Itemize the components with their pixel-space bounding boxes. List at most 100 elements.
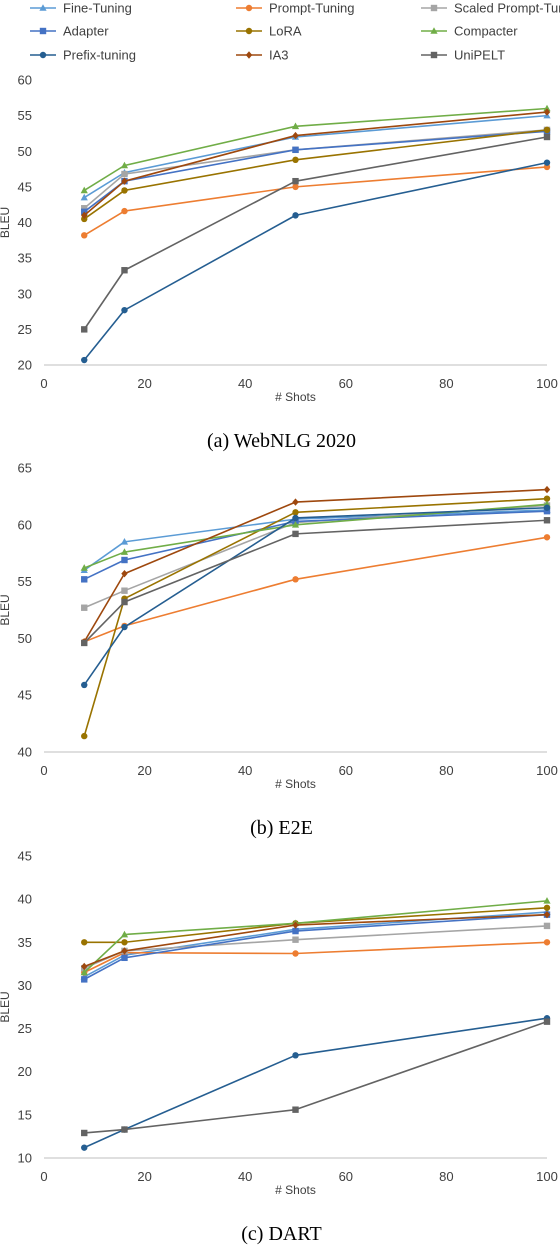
data-point (543, 104, 551, 112)
data-point (292, 183, 299, 191)
x-tick-label: 100 (536, 763, 558, 778)
series-prefix-tuning (81, 159, 551, 364)
legend-label: Fine-Tuning (63, 1, 132, 16)
data-point (292, 131, 299, 140)
series-line (83, 941, 548, 974)
data-point (120, 161, 129, 169)
y-tick-label: 50 (18, 631, 32, 646)
data-point (81, 939, 88, 946)
data-point (292, 156, 299, 163)
data-point (121, 954, 128, 962)
data-point (543, 495, 551, 502)
x-tick-label: 20 (137, 1169, 151, 1184)
series-line (83, 107, 548, 192)
series-line (83, 913, 548, 981)
figure-caption: (a) WebNLG 2020 (207, 430, 356, 452)
legend-marker (430, 51, 438, 59)
data-point (121, 267, 128, 274)
data-point (81, 232, 88, 239)
series-prefix-tuning (81, 1015, 551, 1151)
data-point (292, 498, 299, 506)
y-axis-label: BLEU (0, 594, 12, 625)
data-point (80, 186, 88, 194)
data-point (81, 639, 88, 647)
legend-marker (39, 27, 47, 35)
series-line (83, 925, 548, 969)
series-compacter (80, 104, 551, 194)
data-point (543, 485, 551, 494)
data-point (292, 1106, 299, 1113)
data-point (120, 548, 129, 555)
x-tick-label: 80 (439, 376, 453, 391)
data-point (80, 968, 88, 976)
legend-label: LoRA (269, 24, 302, 39)
legend-marker (245, 27, 253, 35)
data-point (292, 212, 299, 219)
figure-caption: (c) DART (241, 1223, 321, 1245)
data-point (543, 904, 551, 911)
x-tick-label: 0 (40, 763, 47, 778)
y-axis-label: BLEU (0, 207, 12, 238)
x-axis-label: # Shots (275, 777, 316, 791)
data-point (543, 517, 551, 524)
series-prompt-tuning (81, 163, 551, 239)
data-point (543, 133, 551, 141)
legend-marker (430, 27, 438, 34)
data-point (543, 507, 551, 515)
series-line (83, 911, 548, 978)
data-point (292, 927, 299, 935)
data-point (81, 211, 88, 220)
data-point (121, 598, 128, 606)
data-point (81, 326, 88, 333)
y-tick-label: 60 (18, 517, 32, 532)
x-tick-label: 100 (536, 1169, 558, 1184)
x-tick-label: 40 (238, 763, 252, 778)
series-ia3 (81, 485, 551, 646)
series-line (83, 497, 548, 737)
data-point (543, 534, 551, 541)
legend-marker (39, 4, 47, 11)
series-compacter (80, 897, 551, 976)
data-point (121, 623, 128, 631)
legend-marker (245, 4, 253, 12)
chart-panel-webnlg: 20 25 30 35 40 45 50 55 60 0 20 40 60 80 100 # Shots BLE… (0, 73, 558, 453)
legend-label: IA3 (269, 48, 289, 63)
data-point (292, 1052, 299, 1059)
data-point (292, 921, 299, 929)
data-point (81, 604, 88, 611)
y-tick-label: 40 (18, 215, 32, 230)
data-point (543, 126, 551, 134)
data-point (121, 939, 128, 946)
y-tick-label: 40 (18, 745, 32, 760)
y-tick-label: 45 (18, 179, 32, 194)
series-ia3 (81, 108, 551, 220)
series-line (83, 114, 548, 199)
legend-item-adapter: Adapter (30, 24, 109, 39)
data-point (292, 509, 299, 516)
y-tick-label: 20 (18, 1064, 32, 1079)
data-point (543, 1018, 551, 1025)
series-line (83, 1017, 548, 1149)
series-ia3 (81, 910, 551, 971)
data-point (292, 530, 299, 538)
data-point (81, 732, 88, 740)
x-tick-label: 100 (536, 376, 558, 391)
x-tick-label: 0 (40, 376, 47, 391)
x-tick-label: 20 (137, 376, 151, 391)
data-point (81, 205, 88, 212)
y-tick-label: 30 (18, 978, 32, 993)
data-point (121, 1126, 128, 1133)
legend-item-prefix-tuning: Prefix-tuning (30, 48, 136, 63)
legend-item-scaled-prompt-tuning: Scaled Prompt-Tuning (421, 1, 560, 16)
y-tick-label: 20 (18, 358, 32, 373)
data-point (121, 569, 128, 578)
data-point (291, 122, 300, 130)
series-line (83, 506, 548, 686)
data-point (81, 576, 88, 583)
legend-item-lora: LoRA (236, 24, 302, 39)
legend-item-fine-tuning: Fine-Tuning (30, 1, 132, 16)
data-point (292, 576, 299, 583)
series-line (83, 130, 548, 213)
series-line (83, 519, 548, 644)
x-tick-label: 80 (439, 763, 453, 778)
